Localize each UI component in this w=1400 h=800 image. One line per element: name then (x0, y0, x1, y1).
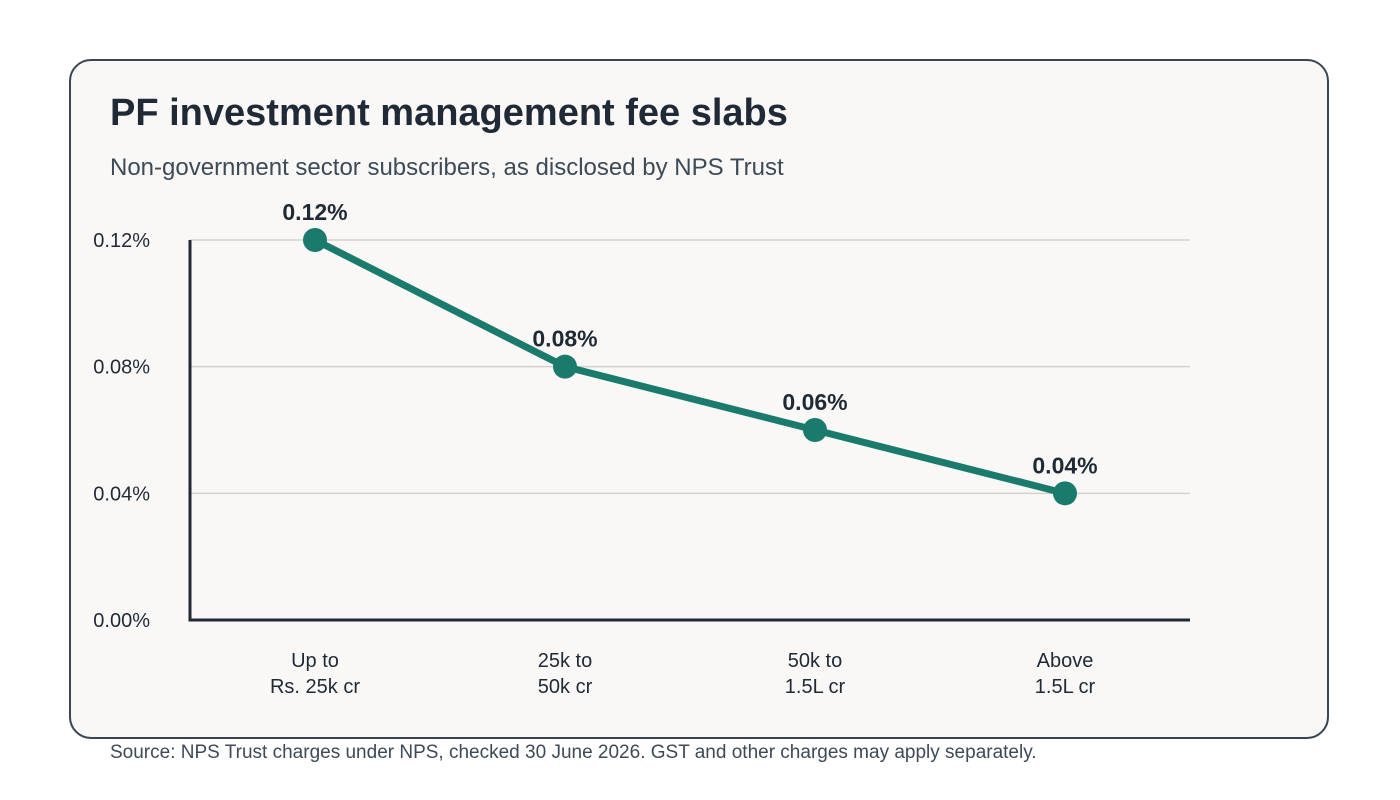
series-line-layer (311, 236, 1069, 497)
y-tick-label: 0.00% (93, 610, 150, 632)
y-axis-ticks: 0.00% 0.04% 0.08% 0.12% (93, 230, 150, 632)
chart-title: PF investment management fee slabs (110, 92, 788, 134)
gridlines (190, 239, 1190, 495)
chart-subtitle: Non-government sector subscribers, as di… (110, 154, 784, 181)
data-points (303, 228, 1077, 506)
y-tick-label: 0.04% (93, 483, 150, 505)
data-label: 0.08% (532, 326, 597, 352)
x-tick-label: 50k to 1.5L cr (785, 650, 846, 698)
x-tick-label: 25k to 50k cr (538, 650, 593, 698)
data-point (1053, 481, 1077, 506)
axes (188, 240, 1190, 622)
data-point (553, 354, 577, 379)
y-tick-label: 0.08% (93, 357, 150, 379)
y-tick-label: 0.12% (93, 230, 150, 252)
data-point (303, 228, 327, 252)
source-note: Source: NPS Trust charges under NPS, che… (110, 742, 1037, 763)
data-label: 0.04% (1032, 452, 1097, 478)
series-line (311, 236, 1069, 497)
data-label: 0.06% (782, 389, 847, 415)
data-point (803, 418, 827, 442)
x-tick-label: Above 1.5L cr (1035, 650, 1096, 698)
x-tick-label: Up to Rs. 25k cr (270, 650, 360, 698)
data-labels: 0.12% 0.08% 0.06% 0.04% (282, 199, 1097, 478)
data-label: 0.12% (282, 199, 347, 225)
x-axis-ticks: Up to Rs. 25k cr 25k to 50k cr 50k to 1.5L cr… (270, 650, 1096, 698)
